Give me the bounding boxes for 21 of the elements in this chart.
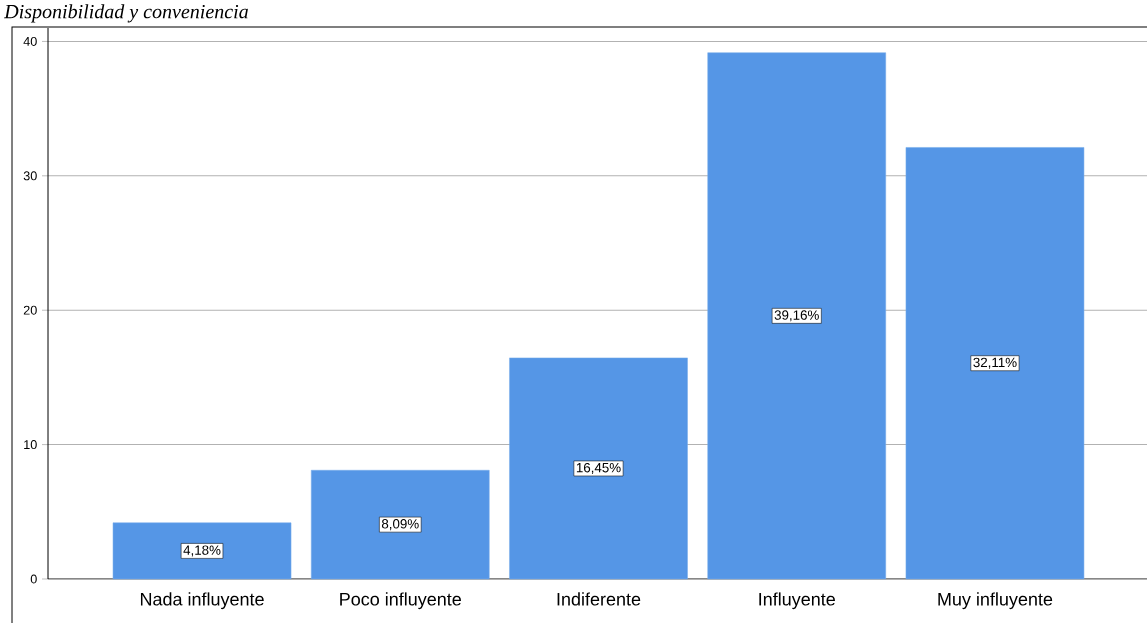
bar bbox=[310, 470, 490, 580]
x-tick-label: Nada influyente bbox=[140, 592, 264, 610]
x-tick-label: Indiferente bbox=[557, 592, 641, 606]
y-tick-label: 10 bbox=[24, 440, 37, 450]
x-tick-label: Muy influyente bbox=[938, 592, 1053, 610]
y-tick-label: 30 bbox=[23, 171, 37, 181]
x-tick-label: Poco influyente bbox=[340, 592, 461, 610]
chart-title: Disponibilidad y conveniencia bbox=[4, 4, 248, 23]
data-label: 4,18% bbox=[183, 545, 221, 557]
data-label: 16,45% bbox=[576, 462, 621, 474]
y-tick-label: 40 bbox=[23, 36, 37, 46]
bar bbox=[905, 147, 1085, 580]
data-label: 32,11% bbox=[973, 357, 1017, 369]
bar bbox=[112, 522, 292, 580]
data-label: 8,09% bbox=[381, 519, 419, 531]
data-label: 39,16% bbox=[774, 310, 819, 322]
bar bbox=[707, 52, 886, 580]
y-tick-label: 20 bbox=[23, 305, 37, 315]
y-tick-label: 0 bbox=[30, 574, 37, 584]
x-tick-label: Influyente bbox=[759, 592, 835, 610]
bar bbox=[509, 357, 688, 580]
